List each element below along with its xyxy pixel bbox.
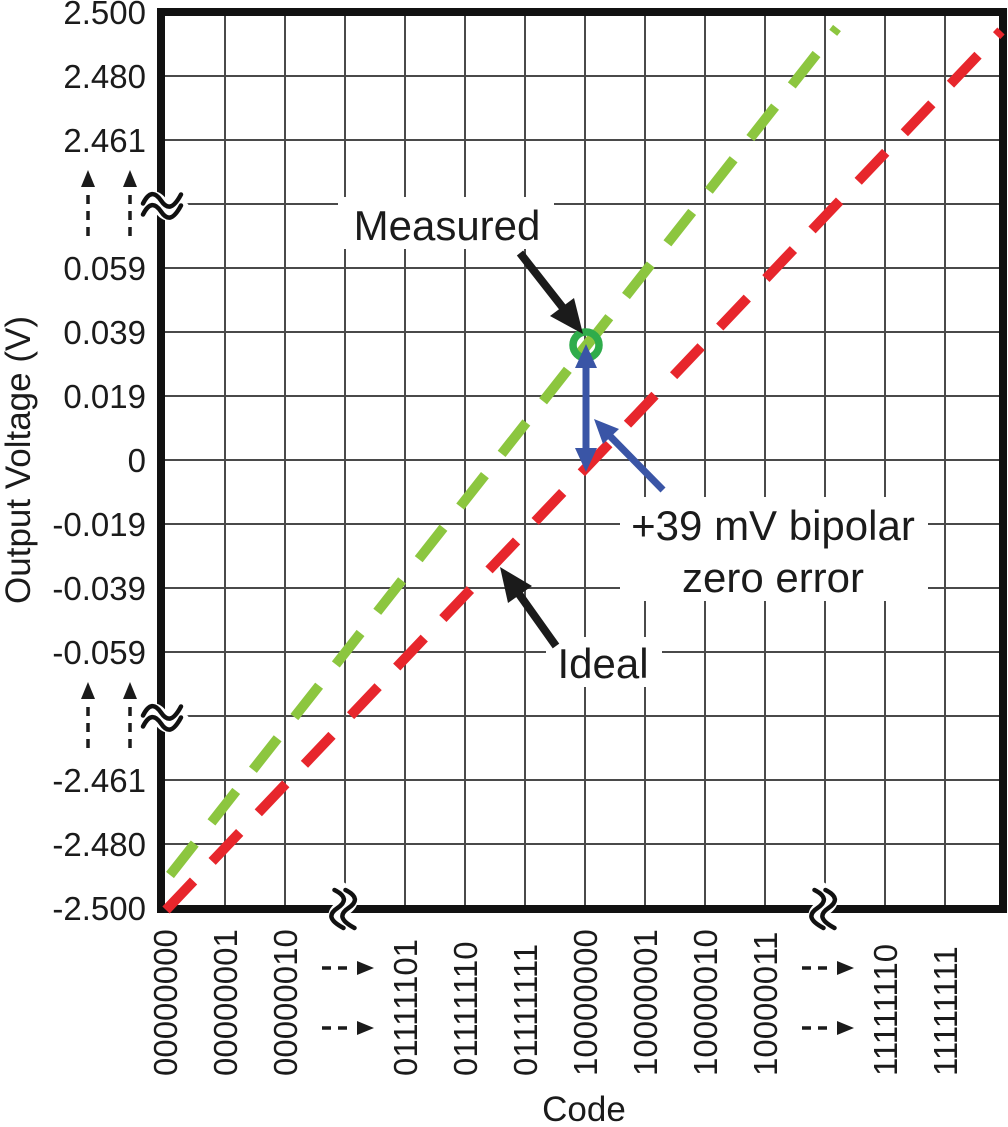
x-tick-label: 10000010	[687, 929, 724, 1076]
arrowhead-icon	[575, 448, 597, 472]
measured-pointer-arrow	[516, 250, 583, 334]
x-tick-label: 10000011	[747, 932, 784, 1076]
y-tick-label: -2.480	[52, 826, 146, 863]
x-tick-label: 01111110	[447, 941, 484, 1076]
y-axis-break-icon	[135, 703, 189, 733]
x-tick-label: 11111111	[927, 946, 964, 1076]
y-tick-label: 0.019	[63, 378, 146, 415]
plot-border	[157, 8, 1007, 913]
x-axis-tick-labels: 00000000 00000001 00000010 01111101 0111…	[147, 929, 964, 1076]
arrowhead-icon	[500, 567, 532, 603]
y-tick-label: -0.039	[52, 570, 146, 607]
x-axis-continuation-arrows-icon	[322, 961, 854, 1035]
zero-error-label-line2: zero error	[682, 554, 864, 601]
y-axis-title: Output Voltage (V)	[0, 316, 38, 604]
x-tick-label: 00000010	[267, 929, 304, 1076]
x-axis-break-icon	[328, 882, 358, 936]
y-tick-label: -0.019	[52, 506, 146, 543]
x-tick-label: 10000001	[627, 929, 664, 1076]
y-tick-label: 0.039	[63, 314, 146, 351]
ideal-line	[162, 27, 1005, 914]
arrowhead-icon	[594, 419, 619, 444]
error-pointer-arrow	[594, 419, 666, 493]
ideal-pointer-arrow	[500, 567, 560, 649]
y-axis-break-icon	[135, 191, 189, 221]
x-tick-label: 00000001	[207, 929, 244, 1076]
x-tick-label: 00000000	[147, 929, 184, 1076]
ideal-label: Ideal	[557, 640, 648, 687]
y-tick-label: 2.500	[63, 0, 146, 31]
y-tick-label: -2.461	[52, 762, 146, 799]
x-tick-label: 11111110	[867, 944, 904, 1076]
y-axis-tick-labels: 2.500 2.480 2.461 0.059 0.039 0.019 0 -0…	[52, 0, 146, 927]
x-axis-break-icon	[808, 882, 838, 936]
x-axis-title: Code	[542, 1090, 626, 1127]
zero-error-label-line1: +39 mV bipolar	[631, 502, 915, 549]
y-tick-label: -2.500	[52, 890, 146, 927]
y-axis-continuation-arrows-icon	[81, 170, 137, 748]
measured-label: Measured	[354, 202, 541, 249]
y-tick-label: 0	[128, 442, 146, 479]
y-tick-label: 2.480	[63, 58, 146, 95]
zero-error-label-box	[620, 497, 928, 601]
y-tick-label: 2.461	[63, 122, 146, 159]
measured-label-box	[338, 197, 554, 249]
y-tick-label: 0.059	[63, 250, 146, 287]
ideal-label-box	[546, 637, 662, 687]
x-tick-label: 01111111	[507, 944, 544, 1076]
arrowhead-icon	[550, 298, 583, 334]
measured-line	[166, 24, 841, 879]
x-tick-label: 10000000	[567, 929, 604, 1076]
error-double-arrow	[575, 344, 597, 472]
arrowhead-icon	[575, 344, 597, 368]
x-tick-label: 01111101	[387, 939, 424, 1076]
y-tick-label: -0.059	[52, 634, 146, 671]
